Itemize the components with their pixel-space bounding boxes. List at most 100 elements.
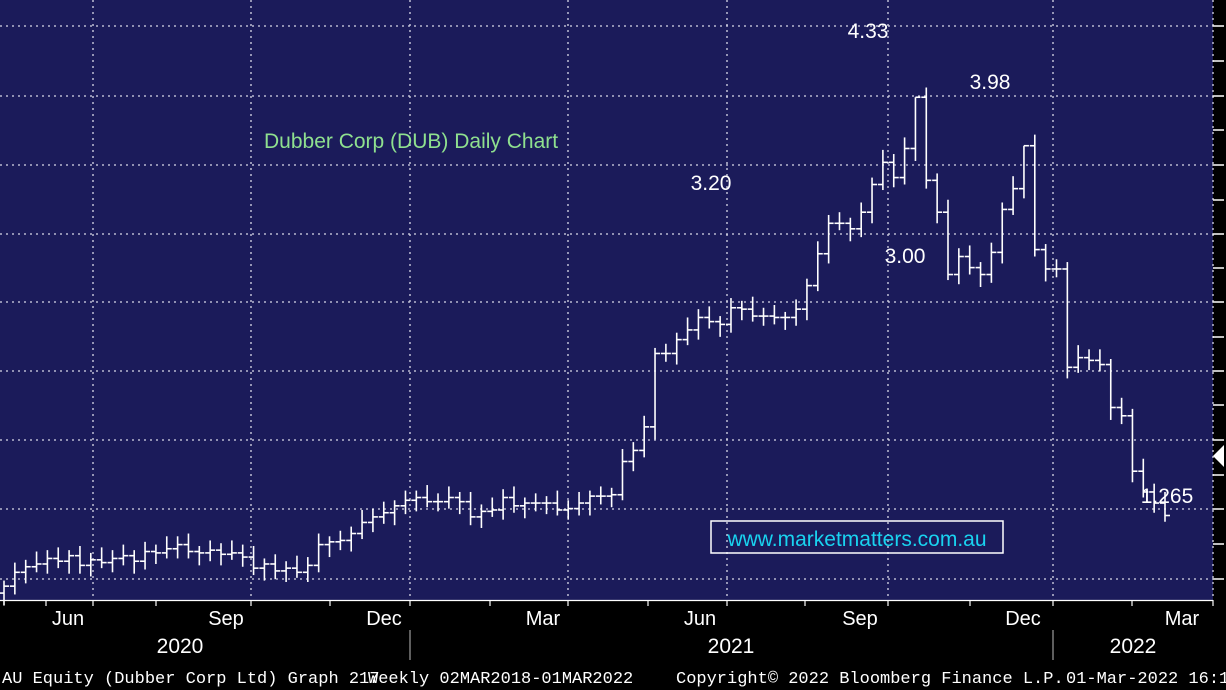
ohlc-bar — [899, 137, 910, 185]
ohlc-bar — [975, 262, 986, 287]
ohlc-bar — [584, 490, 595, 516]
ohlc-bar — [118, 544, 129, 566]
month-label-mar-2021: Mar — [526, 608, 561, 630]
ohlc-bar — [693, 309, 704, 340]
ohlc-bar — [660, 343, 671, 362]
ohlc-bar — [606, 487, 617, 508]
ohlc-bar — [237, 544, 248, 567]
year-label-2021: 2021 — [708, 635, 755, 658]
annotation-last-1265: 1.265 — [1141, 485, 1194, 508]
ohlc-bar — [465, 491, 476, 526]
last-price-marker — [1213, 445, 1224, 467]
ohlc-bar — [422, 485, 433, 508]
ohlc-bar — [96, 547, 107, 569]
ohlc-bar — [563, 500, 574, 520]
month-label-mar-2022: Mar — [1165, 608, 1200, 630]
ohlc-bar — [823, 214, 834, 264]
ohlc-bar — [433, 493, 444, 512]
ohlc-bar — [1073, 345, 1084, 373]
ohlc-bar — [1008, 176, 1019, 215]
ohlc-bar — [74, 545, 85, 574]
ohlc-bar — [682, 317, 693, 346]
ohlc-bar — [205, 540, 216, 562]
ohlc-bar — [20, 559, 31, 584]
ohlc-bar — [1029, 134, 1040, 257]
month-label-jun-2020: Jun — [52, 608, 84, 630]
ohlc-bar — [552, 490, 563, 516]
footer-security: AU Equity (Dubber Corp Ltd) Graph 217 — [2, 670, 379, 689]
footer-timestamp: 01-Mar-2022 16:1 — [1066, 670, 1226, 689]
month-label-dec-2020: Dec — [366, 608, 402, 630]
ohlc-bar — [53, 547, 64, 569]
ohlc-bar — [150, 544, 161, 564]
ohlc-bar — [628, 442, 639, 472]
ohlc-bar — [986, 242, 997, 283]
ohlc-bar — [270, 554, 281, 580]
ohlc-bar — [650, 347, 661, 440]
ohlc-bar — [313, 533, 324, 573]
ohlc-bar — [736, 300, 747, 321]
ohlc-bar — [9, 562, 20, 595]
ohlc-bar — [639, 415, 650, 458]
ohlc-bar — [704, 306, 715, 329]
ohlc-bar — [617, 449, 628, 501]
ohlc-bar — [1018, 144, 1029, 199]
ohlc-bar — [1138, 458, 1149, 498]
ohlc-bar — [378, 501, 389, 524]
ohlc-bar — [942, 199, 953, 281]
watermark-url: www.marketmatters.com.au — [726, 528, 986, 551]
ohlc-bar — [161, 536, 172, 559]
ohlc-bar — [346, 526, 357, 552]
ohlc-bar — [953, 248, 964, 285]
ohlc-bar — [834, 212, 845, 231]
ohlc-bar — [508, 486, 519, 513]
ohlc-bar — [574, 491, 585, 516]
ohlc-bar — [530, 493, 541, 512]
right-axis-ticks — [1213, 25, 1224, 580]
watermark-box — [710, 520, 1004, 554]
annotation-high-433: 4.33 — [848, 20, 889, 43]
ohlc-bar — [519, 497, 530, 519]
ohlc-bar — [367, 508, 378, 533]
ohlc-bar — [216, 543, 227, 566]
x-axis-ticks — [45, 600, 1214, 606]
ohlc-bar — [1116, 397, 1127, 425]
ohlc-bar — [964, 245, 975, 275]
ohlc-bar — [183, 533, 194, 559]
ohlc-bar — [780, 311, 791, 330]
ohlc-bar — [400, 490, 411, 515]
ohlc-bar — [259, 558, 270, 581]
ohlc-bar — [194, 545, 205, 566]
plot-background — [0, 0, 1213, 600]
ohlc-bar — [1062, 262, 1073, 379]
month-label-dec-2021: Dec — [1005, 608, 1041, 630]
ohlc-bar — [715, 316, 726, 337]
ohlc-bar — [856, 202, 867, 238]
ohlc-bar — [0, 580, 9, 606]
ohlc-bar — [845, 217, 856, 242]
ohlc-bar — [476, 504, 487, 528]
price-bars — [0, 87, 1170, 606]
footer-copyright: Copyright© 2022 Bloomberg Finance L.P. — [676, 670, 1064, 689]
ohlc-bar — [791, 299, 802, 326]
ohlc-bar — [812, 241, 823, 292]
chart-title: Dubber Corp (DUB) Daily Chart — [264, 130, 558, 153]
ohlc-bar — [725, 298, 736, 333]
footer-range: Weekly 02MAR2018-01MAR2022 — [368, 670, 633, 689]
x-axis: Jun Sep Dec Mar Jun Sep Dec Mar 2020 202… — [0, 599, 1214, 660]
annotation-low-300: 3.00 — [885, 245, 926, 268]
ohlc-bar — [42, 550, 53, 574]
ohlc-bar — [443, 486, 454, 509]
ohlc-bar — [801, 278, 812, 321]
ohlc-bar — [1105, 359, 1116, 420]
ohlc-bar — [541, 496, 552, 515]
grid-lines — [0, 0, 1214, 600]
ohlc-bar — [498, 489, 509, 520]
ohlc-bar — [932, 173, 943, 224]
ohlc-bar — [888, 154, 899, 188]
ohlc-bar — [291, 555, 302, 578]
ohlc-bar — [1127, 408, 1138, 483]
ohlc-bar — [487, 497, 498, 517]
ohlc-bar — [140, 541, 151, 570]
year-label-2020: 2020 — [157, 635, 204, 658]
